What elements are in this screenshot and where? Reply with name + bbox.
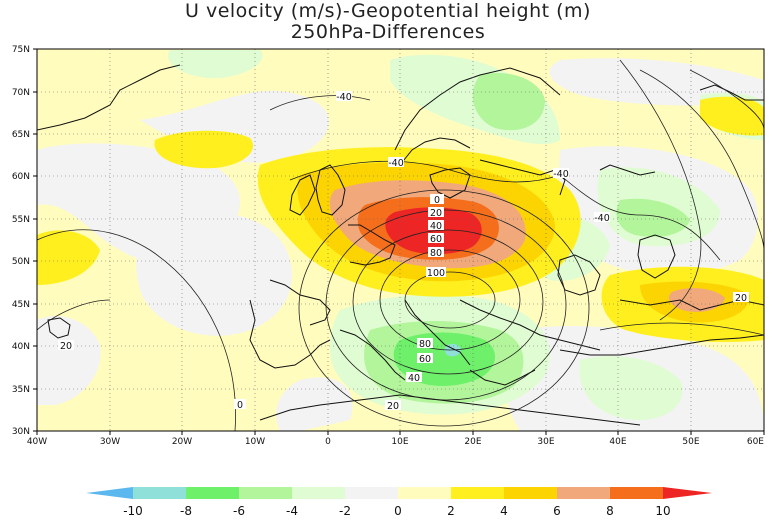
chart-subtitle: 250hPa-Differences: [290, 21, 486, 43]
contour-label-bg: [417, 353, 433, 363]
contours: [37, 59, 764, 431]
contour-label-bg: [430, 194, 444, 204]
lon-label: 30W: [100, 437, 120, 447]
colorbar-swatch: [186, 487, 239, 499]
contour-label: 80: [419, 339, 431, 350]
lon-label: 20W: [172, 437, 192, 447]
lon-label: 10W: [245, 437, 265, 447]
lat-label: 65N: [12, 130, 30, 140]
lat-label: 75N: [12, 45, 30, 55]
contour-label: 20: [735, 293, 747, 304]
colorbar-swatch: [345, 487, 398, 499]
lat-label: 60N: [12, 172, 30, 182]
chart-title: U velocity (m/s)-Geopotential height (m): [185, 0, 591, 22]
contour-label: -40: [336, 92, 352, 103]
lon-label: 10E: [391, 437, 408, 447]
lat-label: 50N: [12, 257, 30, 267]
contour-label: 80: [430, 248, 442, 259]
contour-label-bg: [234, 399, 246, 409]
contour-label: 40: [408, 373, 420, 384]
contour-label: 60: [419, 354, 431, 365]
contour-label-bg: [428, 207, 444, 217]
contour-label: 0: [237, 400, 243, 411]
lat-label: 55N: [12, 215, 30, 225]
lat-label: 40N: [12, 342, 30, 352]
contour-label: 60: [430, 234, 442, 245]
contour-label-bg: [733, 292, 749, 302]
contour-label: -40: [388, 158, 404, 169]
lon-label: 40E: [609, 437, 626, 447]
colorbar-tick: 6: [553, 504, 561, 518]
colorbar-tick: 10: [655, 504, 670, 518]
contour-label: 20: [387, 401, 399, 412]
lat-label: 35N: [12, 385, 30, 395]
contour-label: 100: [427, 268, 445, 279]
colorbar-tick: 4: [500, 504, 508, 518]
lon-label: 0: [325, 437, 331, 447]
contour-labels: -40 -40 -40 -40 0 20 40 60 80 100 80 60 …: [58, 91, 749, 412]
contour-label-bg: [336, 91, 352, 101]
contour-label: -40: [553, 169, 569, 180]
colorbar-tick: -2: [339, 504, 351, 518]
contour-label-bg: [428, 220, 444, 230]
contour-label-bg: [385, 400, 401, 410]
colorbar-arrow-right: [663, 487, 712, 499]
lon-label: 30E: [537, 437, 554, 447]
contour-label: 0: [434, 195, 440, 206]
colorbar-arrow-left: [86, 487, 133, 499]
colorbar: -10 -8 -6 -4 -2 0 2 4 6 8 10: [86, 487, 712, 518]
contour-label-bg: [426, 267, 446, 277]
lat-label: 30N: [12, 427, 30, 437]
contour-label: -40: [594, 213, 610, 224]
colorbar-tick: -4: [286, 504, 298, 518]
contour-label-bg: [417, 338, 433, 348]
contour-label-bg: [388, 157, 404, 167]
colorbar-swatch: [451, 487, 504, 499]
contour-label-bg: [428, 247, 444, 257]
colorbar-swatch: [239, 487, 292, 499]
tick-marks: [33, 48, 765, 435]
colorbar-tick: -6: [233, 504, 245, 518]
colorbar-swatch: [398, 487, 451, 499]
colorbar-tick: -10: [123, 504, 143, 518]
contour-label: 40: [430, 221, 442, 232]
lon-label: 60E: [747, 437, 764, 447]
colorbar-swatch: [292, 487, 345, 499]
contour-label: 20: [60, 341, 72, 352]
lon-label: 20E: [464, 437, 481, 447]
lon-labels: 40W 30W 20W 10W 0 10E 20E 30E 40E 50E 60…: [27, 437, 764, 447]
contour-label-bg: [58, 340, 74, 350]
contour-label-bg: [553, 168, 569, 178]
lat-labels: 75N 70N 65N 60N 55N 50N 45N 40N 35N 30N: [12, 45, 30, 437]
contour-label: 20: [430, 208, 442, 219]
colorbar-swatch: [133, 487, 186, 499]
colorbar-tick: 2: [447, 504, 455, 518]
contour-label-bg: [428, 233, 444, 243]
colorbar-tick: 0: [394, 504, 402, 518]
colorbar-swatch: [504, 487, 557, 499]
contour-label-bg: [594, 212, 610, 222]
map-panel: -40 -40 -40 -40 0 20 40 60 80 100 80 60 …: [37, 49, 764, 431]
colorbar-tick: -8: [180, 504, 192, 518]
colorbar-swatch: [557, 487, 610, 499]
lat-label: 70N: [12, 88, 30, 98]
colorbar-swatch: [610, 487, 663, 499]
lat-label: 45N: [12, 300, 30, 310]
colorbar-tick: 8: [606, 504, 614, 518]
contour-label-bg: [406, 372, 422, 382]
lon-label: 50E: [682, 437, 699, 447]
lon-label: 40W: [27, 437, 47, 447]
